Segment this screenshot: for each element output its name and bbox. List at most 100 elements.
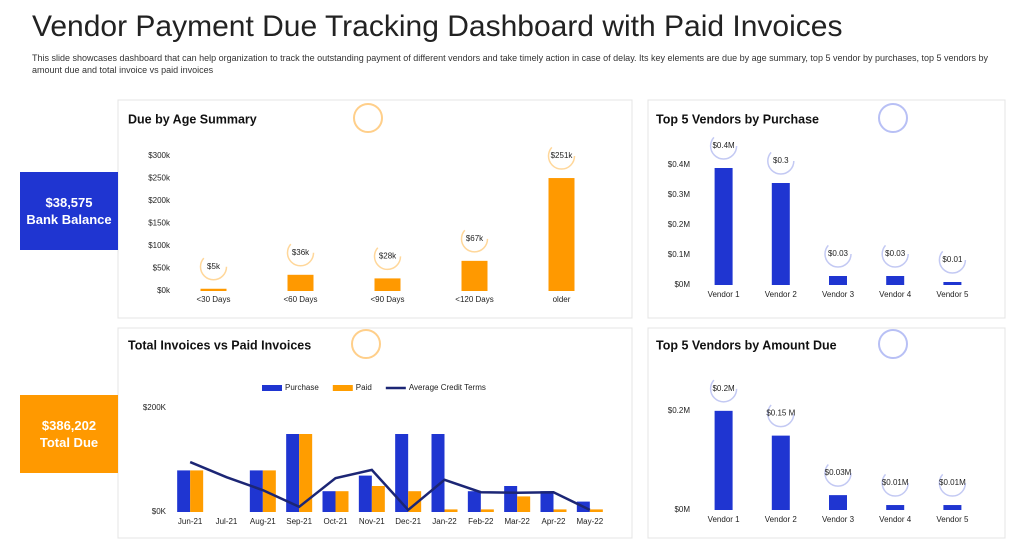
y-tick-label: $50k [153, 264, 171, 273]
bar [177, 470, 191, 512]
x-tick-label: Jan-22 [432, 517, 457, 526]
x-tick-label: Jul-21 [216, 517, 238, 526]
bar [771, 183, 790, 285]
bar [358, 475, 372, 512]
y-tick-label: $0.3M [668, 190, 691, 199]
bar [335, 491, 349, 512]
icon [351, 329, 381, 359]
label-ring [709, 375, 738, 403]
label-ring [767, 399, 795, 428]
line [189, 460, 591, 512]
bar [190, 470, 204, 512]
kpi-value: $386,202 [41, 418, 97, 433]
kpi-label: Bank Balance [26, 212, 112, 227]
value-label: $0.2M [712, 384, 735, 393]
y-tick-label: $0k [157, 286, 171, 295]
bar [287, 274, 314, 291]
bar [886, 276, 905, 285]
label-ring [881, 240, 909, 268]
bar [589, 509, 603, 512]
bar [322, 491, 336, 512]
legend-label: Paid [356, 383, 372, 392]
y-tick-label: $0.2M [668, 220, 691, 229]
kpi-value: $38,575 [45, 195, 93, 210]
bar [553, 509, 567, 512]
legend-swatch [262, 385, 282, 391]
bar [714, 168, 733, 285]
x-tick-label: Vendor 5 [936, 290, 969, 299]
y-tick-label: $150k [148, 219, 171, 228]
value-label: $5k [207, 262, 221, 271]
bar [371, 486, 385, 512]
bar [200, 288, 227, 291]
x-tick-label: <120 Days [455, 295, 493, 304]
x-tick-label: Sep-21 [286, 517, 312, 526]
label-ring [767, 147, 795, 175]
x-tick-label: Vendor 5 [936, 515, 969, 524]
bar [262, 470, 276, 512]
bar [299, 434, 313, 512]
page-title: Vendor Payment Due Tracking Dashboard wi… [32, 10, 843, 43]
bar [395, 434, 409, 512]
value-label: $0.03 [828, 249, 849, 258]
x-tick-label: Oct-21 [323, 517, 348, 526]
bar [540, 491, 554, 512]
x-tick-label: <30 Days [196, 295, 230, 304]
page-subtitle: This slide showcases dashboard that can … [32, 53, 989, 75]
y-tick-label: $250k [148, 174, 171, 183]
x-tick-label: Vendor 4 [879, 515, 912, 524]
value-label: $67k [466, 234, 484, 243]
y-tick-label: $200k [148, 196, 171, 205]
label-ring [938, 469, 967, 497]
y-tick-label: $0.2M [668, 406, 691, 415]
x-tick-label: Vendor 3 [822, 515, 855, 524]
x-tick-label: Jun-21 [178, 517, 203, 526]
bar [943, 505, 962, 510]
y-tick-label: $300k [148, 151, 171, 160]
x-tick-label: Apr-22 [541, 517, 566, 526]
legend-label: Purchase [285, 383, 319, 392]
bar [829, 495, 847, 510]
icon [878, 103, 908, 133]
icon [878, 329, 908, 359]
bar [444, 509, 458, 512]
y-tick-label: $0.1M [668, 250, 691, 259]
label-ring [709, 132, 738, 160]
y-tick-label: $0K [152, 507, 167, 516]
x-tick-label: Vendor 4 [879, 290, 912, 299]
bar [714, 410, 733, 510]
bar [517, 496, 531, 512]
y-tick-label: $0.4M [668, 160, 691, 169]
value-label: $0.01 [942, 255, 963, 264]
value-label: $0.4M [712, 141, 735, 150]
bar [829, 276, 847, 285]
label-ring [199, 253, 228, 281]
legend-swatch [332, 385, 353, 391]
bar [886, 505, 905, 510]
bar [286, 434, 300, 512]
bar [461, 260, 488, 291]
x-tick-label: Vendor 2 [765, 515, 798, 524]
value-label: $36k [292, 248, 310, 257]
y-tick-label: $100k [148, 241, 171, 250]
kpi-box: $386,202 Total Due [20, 395, 118, 473]
value-label: $0.01M [939, 478, 966, 487]
value-label: $0.03 [885, 249, 906, 258]
value-label: $251k [551, 151, 574, 160]
value-label: $28k [379, 252, 397, 261]
value-label: $0.01M [882, 478, 909, 487]
bar [480, 509, 494, 512]
bar [467, 491, 481, 512]
x-tick-label: Dec-21 [395, 517, 421, 526]
x-tick-label: Mar-22 [504, 517, 530, 526]
x-tick-label: Vendor 3 [822, 290, 855, 299]
label-ring [824, 459, 852, 487]
label-ring [460, 225, 489, 253]
panel [647, 327, 1006, 539]
value-label: $0.03M [825, 468, 852, 477]
y-tick-label: $0M [674, 505, 690, 514]
y-tick-label: $200K [143, 403, 167, 412]
x-tick-label: Feb-22 [468, 517, 494, 526]
